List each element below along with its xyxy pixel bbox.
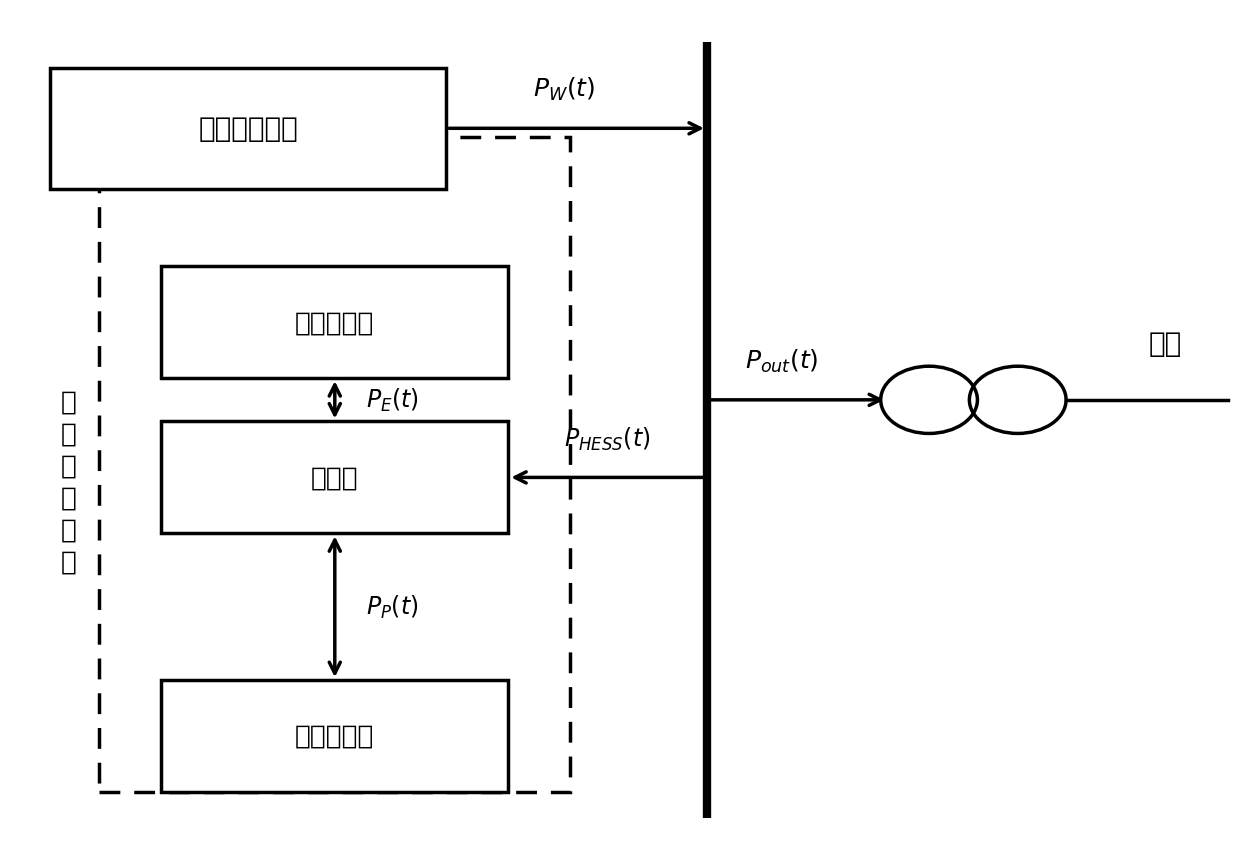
- Text: $P_{HESS}(t)$: $P_{HESS}(t)$: [564, 424, 651, 452]
- Text: 混
合
储
能
系
统: 混 合 储 能 系 统: [61, 389, 76, 575]
- FancyBboxPatch shape: [161, 267, 508, 379]
- Text: 电网: 电网: [1149, 330, 1182, 357]
- Text: 能量型储能: 能量型储能: [295, 310, 374, 336]
- Text: $P_P(t)$: $P_P(t)$: [366, 593, 418, 621]
- Text: $P_{out}(t)$: $P_{out}(t)$: [744, 347, 818, 375]
- Text: 风力发电系统: 风力发电系统: [198, 115, 298, 143]
- FancyBboxPatch shape: [161, 680, 508, 792]
- FancyBboxPatch shape: [50, 69, 446, 189]
- FancyBboxPatch shape: [161, 422, 508, 534]
- Text: 功率型储能: 功率型储能: [295, 723, 374, 749]
- Text: $P_E(t)$: $P_E(t)$: [366, 387, 419, 414]
- Text: 逆变器: 逆变器: [311, 465, 358, 491]
- Text: $P_W(t)$: $P_W(t)$: [533, 76, 595, 103]
